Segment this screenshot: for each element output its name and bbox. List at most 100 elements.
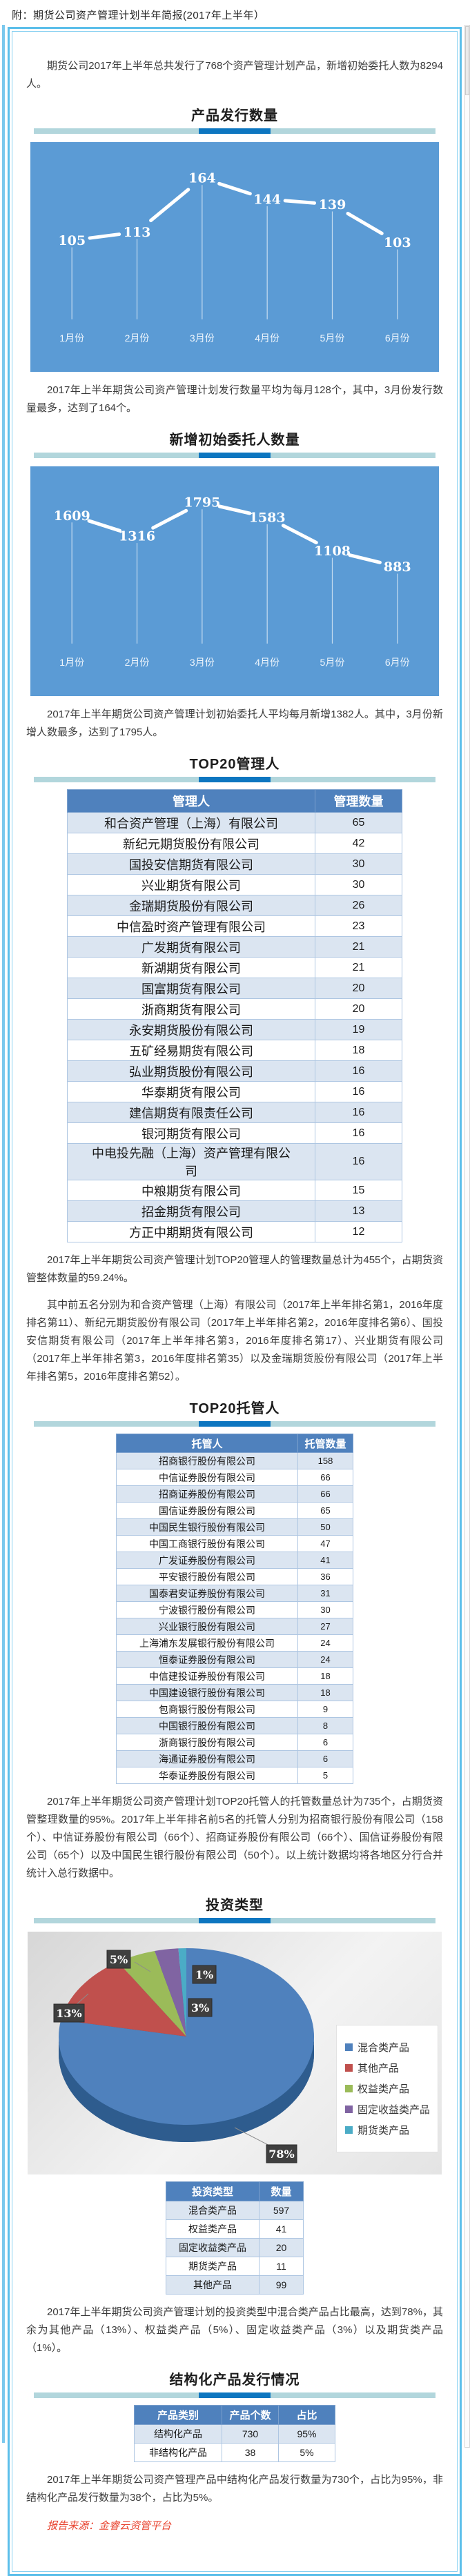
- table-cell: 6: [297, 1734, 353, 1752]
- column-header: 产品类别: [134, 2405, 222, 2426]
- table-row: 中国工商银行股份有限公司 47: [116, 1535, 353, 1553]
- legend-swatch: [345, 2106, 353, 2114]
- legend-item: 权益类产品: [345, 2081, 429, 2096]
- legend-item: 其他产品: [345, 2061, 429, 2075]
- heading-structured: 结构化产品发行情况: [169, 2372, 300, 2388]
- investment-pie-panel: 78% 13% 5% 3% 1% 混合类产品 其他产品 权益类产品 固定收益类产品 期货类产品: [28, 1932, 442, 2175]
- table-cell: 包商银行股份有限公司: [116, 1701, 298, 1718]
- table-cell: 兴业银行股份有限公司: [116, 1618, 298, 1636]
- legend-swatch: [345, 2126, 353, 2134]
- table-header-row: 投资类型 数量: [166, 2181, 304, 2202]
- custodians-note: 2017年上半年期货公司资产管理计划TOP20托管人的托管数量总计为735个，占…: [26, 1796, 443, 1880]
- table-cell: 浙商期货有限公司: [67, 998, 315, 1020]
- table-cell: 19: [315, 1019, 402, 1041]
- svg-text:1795: 1795: [184, 495, 220, 511]
- table-cell: 广发证券股份有限公司: [116, 1552, 298, 1569]
- table-cell: 兴业期货有限公司: [67, 874, 315, 896]
- table-row: 宁波银行股份有限公司 30: [116, 1601, 353, 1619]
- svg-text:5月份: 5月份: [320, 657, 345, 668]
- legend-item: 固定收益类产品: [345, 2102, 430, 2117]
- table-row: 五矿经易期货有限公司 18: [67, 1040, 402, 1062]
- table-row: 新湖期货有限公司 21: [67, 957, 402, 979]
- table-cell: 23: [315, 915, 402, 938]
- table-row: 国信证券股份有限公司 65: [116, 1502, 353, 1520]
- table-cell: 永安期货股份有限公司: [67, 1019, 315, 1041]
- heading-custodians: TOP20托管人: [189, 1401, 280, 1417]
- table-row: 中国建设银行股份有限公司 18: [116, 1684, 353, 1702]
- svg-text:5月份: 5月份: [320, 333, 345, 344]
- table-row: 上海浦东发展银行股份有限公司 24: [116, 1634, 353, 1652]
- scrollbar-thumb[interactable]: [465, 26, 469, 95]
- structured-note: 2017年上半年期货公司资产管理产品中结构化产品发行数量为730个，占比为95%…: [26, 2474, 443, 2504]
- investment-pie-chart: 78% 13% 5% 3% 1%: [53, 1948, 315, 2163]
- table-row: 华泰期货有限公司 16: [67, 1081, 402, 1103]
- table-cell: 中电投先融（上海）资产管理有限公司: [67, 1143, 315, 1181]
- legend-item: 混合类产品: [345, 2040, 429, 2054]
- table-cell: 弘业期货股份有限公司: [67, 1060, 315, 1082]
- table-cell: 权益类产品: [166, 2219, 260, 2239]
- table-cell: 银河期货有限公司: [67, 1122, 315, 1145]
- table-cell: 36: [297, 1568, 353, 1586]
- table-header-row: 托管人 托管数量: [116, 1434, 353, 1454]
- table-cell: 五矿经易期货有限公司: [67, 1040, 315, 1062]
- svg-text:1%: 1%: [195, 1968, 213, 1981]
- table-cell: 浙商银行股份有限公司: [116, 1734, 298, 1752]
- svg-text:1月份: 1月份: [59, 333, 84, 344]
- table-cell: 31: [297, 1585, 353, 1603]
- svg-text:1609: 1609: [54, 508, 90, 524]
- divider-accent: [198, 777, 271, 783]
- structured-table: 产品类别 产品个数 占比 结构化产品 730 95% 非结构化产品 38 5%: [134, 2405, 335, 2463]
- heading-clients: 新增初始委托人数量: [169, 433, 300, 448]
- issuance-note: 2017年上半年期货公司资产管理计划发行数量平均为每月128个，其中，3月份发行…: [26, 384, 443, 415]
- divider-accent: [198, 128, 271, 134]
- table-row: 包商银行股份有限公司 9: [116, 1701, 353, 1718]
- table-cell: 金瑞期货股份有限公司: [67, 895, 315, 917]
- table-cell: 20: [315, 978, 402, 1000]
- table-cell: 招商银行股份有限公司: [116, 1452, 298, 1470]
- pie-legend: 混合类产品 其他产品 权益类产品 固定收益类产品 期货类产品: [337, 2025, 438, 2152]
- table-row: 结构化产品 730 95%: [134, 2424, 335, 2444]
- investment-table: 投资类型 数量 混合类产品 597 权益类产品 41 固定收益类产品 20 期货类产品 11 其他产…: [166, 2181, 304, 2295]
- column-header: 占比: [278, 2405, 335, 2426]
- table-cell: 41: [297, 1552, 353, 1569]
- scrollbar[interactable]: [464, 25, 470, 2448]
- heading-divider: [33, 1918, 436, 1924]
- table-cell: 18: [315, 1040, 402, 1062]
- table-row: 浙商银行股份有限公司 6: [116, 1734, 353, 1752]
- managers-note-2: 其中前五名分别为和合资产管理（上海）有限公司（2017年上半年排名第1，2016…: [26, 1299, 443, 1383]
- table-row: 和合资产管理（上海）有限公司 65: [67, 812, 402, 834]
- table-cell: 730: [222, 2424, 279, 2444]
- column-header: 托管数量: [297, 1434, 353, 1454]
- legend-swatch: [345, 2085, 353, 2093]
- custodians-table: 托管人 托管数量 招商银行股份有限公司 158 中信证券股份有限公司 66 招商证券股份有限…: [116, 1434, 353, 1785]
- investment-note: 2017年上半年期货公司资产管理计划的投资类型中混合类产品占比最高，达到78%，…: [26, 2306, 443, 2355]
- table-cell: 国信证券股份有限公司: [116, 1502, 298, 1520]
- table-cell: 混合类产品: [166, 2201, 260, 2221]
- svg-text:78%: 78%: [268, 2148, 294, 2161]
- table-row: 招金期货有限公司 13: [67, 1200, 402, 1222]
- report-frame: 期货公司2017年上半年总共发行了768个资产管理计划产品，新增初始委托人数为8…: [8, 27, 462, 2576]
- table-row: 方正中期期货有限公司 12: [67, 1221, 402, 1243]
- table-cell: 21: [315, 936, 402, 958]
- heading-issuance: 产品发行数量: [191, 108, 278, 123]
- svg-text:144: 144: [253, 192, 281, 207]
- table-cell: 8: [297, 1717, 353, 1735]
- table-cell: 5: [297, 1767, 353, 1785]
- table-cell: 16: [315, 1060, 402, 1082]
- table-cell: 国泰君安证券股份有限公司: [116, 1585, 298, 1603]
- table-row: 建信期货有限责任公司 16: [67, 1102, 402, 1124]
- table-row: 华泰证券股份有限公司 5: [116, 1767, 353, 1785]
- table-cell: 期货类产品: [166, 2257, 260, 2277]
- table-cell: 中国建设银行股份有限公司: [116, 1684, 298, 1702]
- svg-text:3月份: 3月份: [190, 657, 215, 668]
- managers-note-1: 2017年上半年期货公司资产管理计划TOP20管理人的管理数量总计为455个，占…: [26, 1254, 443, 1285]
- table-cell: 海通证券股份有限公司: [116, 1750, 298, 1768]
- table-cell: 国投安信期货有限公司: [67, 853, 315, 875]
- column-header: 托管人: [116, 1434, 298, 1454]
- intro-paragraph: 期货公司2017年上半年总共发行了768个资产管理计划产品，新增初始委托人数为8…: [26, 60, 443, 90]
- table-row: 国投安信期货有限公司 30: [67, 853, 402, 875]
- table-row: 中信证券股份有限公司 66: [116, 1469, 353, 1487]
- table-cell: 上海浦东发展银行股份有限公司: [116, 1634, 298, 1652]
- svg-text:2月份: 2月份: [125, 333, 150, 344]
- table-cell: 非结构化产品: [134, 2443, 222, 2463]
